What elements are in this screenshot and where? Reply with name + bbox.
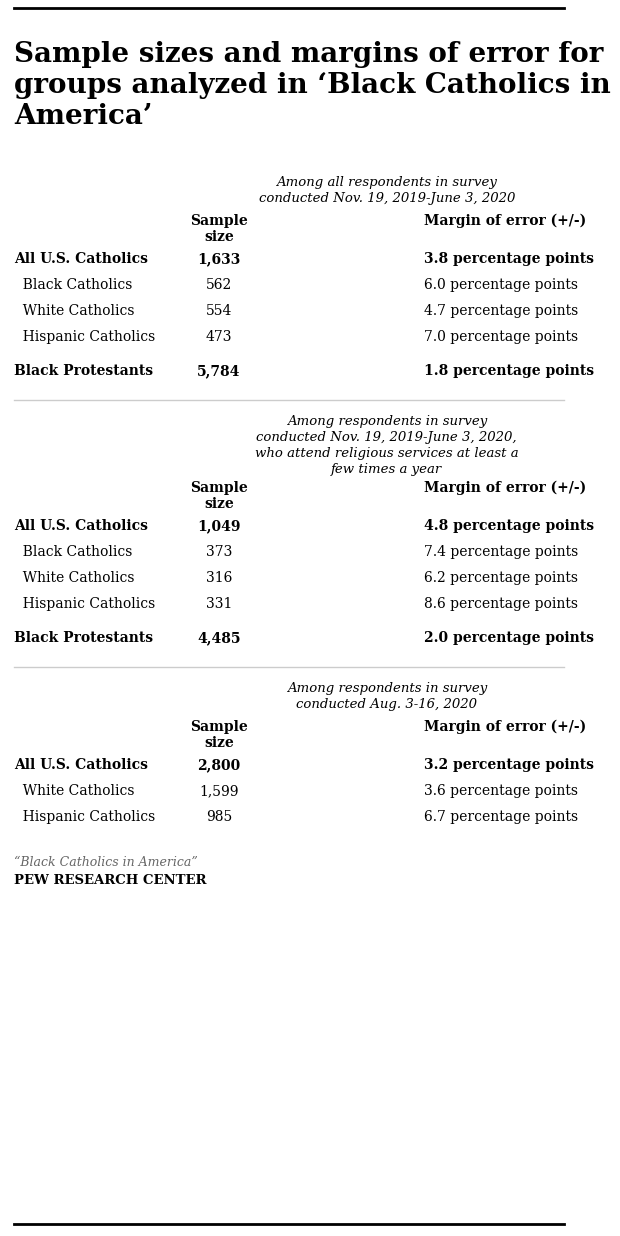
Text: 7.4 percentage points: 7.4 percentage points	[424, 545, 578, 559]
Text: 2,800: 2,800	[197, 758, 241, 772]
Text: 8.6 percentage points: 8.6 percentage points	[424, 597, 578, 611]
Text: 7.0 percentage points: 7.0 percentage points	[424, 330, 578, 344]
Text: Among respondents in survey
conducted Aug. 3-16, 2020: Among respondents in survey conducted Au…	[286, 682, 487, 711]
Text: 2.0 percentage points: 2.0 percentage points	[424, 632, 594, 645]
Text: Sample
size: Sample size	[190, 214, 248, 245]
Text: 4.8 percentage points: 4.8 percentage points	[424, 519, 594, 533]
Text: Black Catholics: Black Catholics	[14, 278, 132, 292]
Text: 1,049: 1,049	[197, 519, 241, 533]
Text: Black Protestants: Black Protestants	[14, 363, 153, 378]
Text: 4.7 percentage points: 4.7 percentage points	[424, 304, 578, 318]
Text: Margin of error (+/-): Margin of error (+/-)	[424, 721, 587, 734]
Text: All U.S. Catholics: All U.S. Catholics	[14, 252, 148, 266]
Text: Black Protestants: Black Protestants	[14, 632, 153, 645]
Text: 5,784: 5,784	[197, 363, 241, 378]
Text: 316: 316	[206, 571, 232, 585]
Text: 6.7 percentage points: 6.7 percentage points	[424, 810, 578, 824]
Text: 473: 473	[206, 330, 232, 344]
Text: White Catholics: White Catholics	[14, 304, 135, 318]
Text: White Catholics: White Catholics	[14, 784, 135, 798]
Text: 1,599: 1,599	[199, 784, 239, 798]
Text: Margin of error (+/-): Margin of error (+/-)	[424, 481, 587, 496]
Text: 1,633: 1,633	[197, 252, 241, 266]
Text: Among all respondents in survey
conducted Nov. 19, 2019-June 3, 2020: Among all respondents in survey conducte…	[259, 176, 515, 205]
Text: Sample
size: Sample size	[190, 481, 248, 512]
Text: 6.0 percentage points: 6.0 percentage points	[424, 278, 578, 292]
Text: All U.S. Catholics: All U.S. Catholics	[14, 519, 148, 533]
Text: 3.6 percentage points: 3.6 percentage points	[424, 784, 578, 798]
Text: Black Catholics: Black Catholics	[14, 545, 132, 559]
Text: 4,485: 4,485	[197, 632, 241, 645]
Text: All U.S. Catholics: All U.S. Catholics	[14, 758, 148, 772]
Text: 554: 554	[206, 304, 232, 318]
Text: Hispanic Catholics: Hispanic Catholics	[14, 810, 155, 824]
Text: Margin of error (+/-): Margin of error (+/-)	[424, 214, 587, 229]
Text: 562: 562	[206, 278, 232, 292]
Text: 1.8 percentage points: 1.8 percentage points	[424, 363, 594, 378]
Text: 6.2 percentage points: 6.2 percentage points	[424, 571, 578, 585]
Text: Hispanic Catholics: Hispanic Catholics	[14, 330, 155, 344]
Text: Hispanic Catholics: Hispanic Catholics	[14, 597, 155, 611]
Text: White Catholics: White Catholics	[14, 571, 135, 585]
Text: 373: 373	[206, 545, 232, 559]
Text: Sample sizes and margins of error for
groups analyzed in ‘Black Catholics in
Ame: Sample sizes and margins of error for gr…	[14, 41, 611, 131]
Text: “Black Catholics in America”: “Black Catholics in America”	[14, 857, 198, 869]
Text: Sample
size: Sample size	[190, 721, 248, 750]
Text: 3.8 percentage points: 3.8 percentage points	[424, 252, 594, 266]
Text: 985: 985	[206, 810, 232, 824]
Text: 331: 331	[206, 597, 232, 611]
Text: 3.2 percentage points: 3.2 percentage points	[424, 758, 594, 772]
Text: Among respondents in survey
conducted Nov. 19, 2019-June 3, 2020,
who attend rel: Among respondents in survey conducted No…	[255, 415, 518, 476]
Text: PEW RESEARCH CENTER: PEW RESEARCH CENTER	[14, 874, 206, 887]
